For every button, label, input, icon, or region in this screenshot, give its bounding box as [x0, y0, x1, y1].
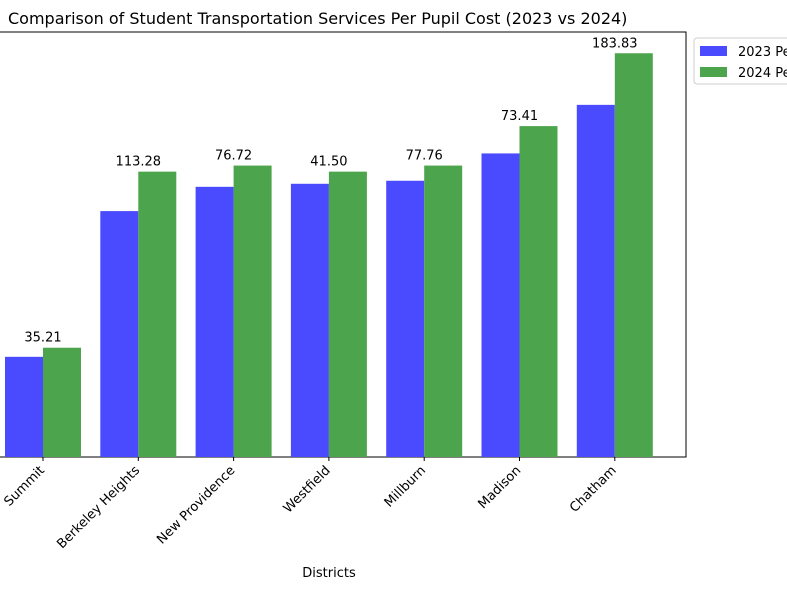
- data-label-madison: 73.41: [501, 109, 538, 124]
- x-axis-ticks: Summit Berkeley Heights New Providence West…: [1, 457, 620, 552]
- x-tick-label-chatham: Chatham: [567, 463, 620, 516]
- bar-2024-millburn: [424, 165, 463, 458]
- x-tick-label-summit: Summit: [1, 463, 47, 509]
- data-label-millburn: 77.76: [406, 149, 443, 164]
- data-labels-layer: 35.21 113.28 76.72 41.50 77.76 73.41 183.83: [24, 36, 637, 345]
- bar-2024-chatham: [614, 53, 653, 457]
- x-tick-label-madison: Madison: [476, 463, 525, 512]
- data-label-new-providence: 76.72: [215, 149, 252, 164]
- x-tick-label-new-providence: New Providence: [154, 463, 238, 547]
- data-label-chatham: 183.83: [592, 36, 638, 51]
- legend: 2023 Pe 2024 Pe: [693, 37, 787, 85]
- bar-2023-berkeley-heights: [100, 211, 139, 457]
- bar-2023-new-providence: [195, 186, 234, 458]
- bar-2023-madison: [481, 153, 520, 457]
- bar-2024-berkeley-heights: [138, 171, 177, 457]
- data-label-summit: 35.21: [24, 331, 61, 346]
- bar-2024-summit: [43, 347, 81, 457]
- legend-label-2023: 2023 Pe: [738, 45, 787, 60]
- bar-2024-westfield: [328, 171, 367, 457]
- legend-label-2024: 2024 Pe: [738, 66, 787, 81]
- bar-2024-madison: [519, 126, 558, 457]
- bar-2023-summit: [5, 356, 43, 457]
- x-axis-label: Districts: [302, 566, 356, 581]
- x-tick-label-millburn: Millburn: [382, 463, 429, 510]
- legend-swatch-2023: [700, 46, 727, 56]
- bar-2023-chatham: [576, 104, 615, 457]
- data-label-westfield: 41.50: [310, 155, 347, 170]
- bars-layer: [5, 53, 653, 458]
- x-tick-label-berkeley-heights: Berkeley Heights: [54, 463, 143, 552]
- data-label-berkeley-heights: 113.28: [116, 155, 162, 170]
- bar-2024-new-providence: [233, 165, 272, 458]
- bar-2023-westfield: [290, 183, 329, 458]
- x-tick-label-westfield: Westfield: [281, 463, 334, 516]
- chart-title: Comparison of Student Transportation Ser…: [8, 9, 627, 28]
- legend-swatch-2024: [700, 67, 727, 77]
- bar-2023-millburn: [386, 180, 425, 457]
